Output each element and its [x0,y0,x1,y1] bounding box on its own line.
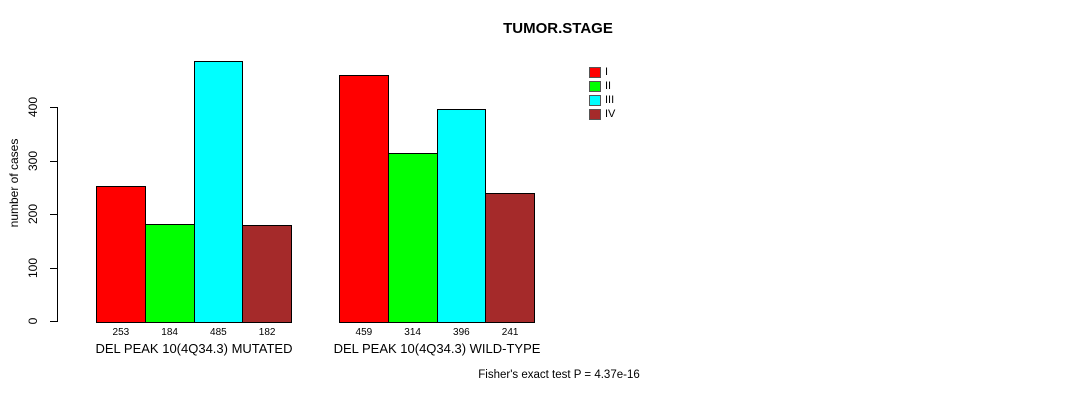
legend-label: II [605,79,612,92]
bar-III-group1 [193,61,244,323]
y-axis-tick-label: 300 [26,150,40,171]
legend-label: I [605,65,609,78]
bar-value-label: 184 [161,327,178,338]
group-label: DEL PEAK 10(4Q34.3) MUTATED [95,341,293,356]
legend-label: IV [605,108,616,121]
y-axis-tick-label: 0 [26,317,40,325]
bar-II-group1 [144,223,195,323]
legend-swatch-I [589,66,601,78]
y-axis-label: number of cases [7,138,21,228]
bar-value-label: 459 [355,327,373,338]
bar-value-label: 396 [453,327,470,338]
legend-item-I: I [589,65,609,78]
legend-label: III [605,94,615,107]
y-axis-line [57,107,58,322]
bar-IV-group2 [485,192,535,323]
legend-item-IV: IV [589,108,616,121]
y-axis-tick [50,214,57,215]
y-axis-tick-label: 100 [26,257,40,278]
y-axis-tick-label: 200 [26,203,40,225]
legend-item-III: III [589,94,615,107]
bar-III-group2 [436,109,487,323]
bar-value-label: 241 [501,327,519,338]
y-axis-tick [50,107,57,108]
bar-value-label: 253 [112,327,130,338]
group-label: DEL PEAK 10(4Q34.3) WILD-TYPE [333,341,541,356]
bar-II-group2 [387,153,438,323]
chart-title: TUMOR.STAGE [503,20,613,37]
bar-value-label: 182 [258,327,276,338]
y-axis-tick [50,321,57,322]
y-axis-tick [50,267,57,269]
bar-value-label: 485 [210,327,227,338]
legend-swatch-II [589,80,601,92]
y-axis-tick-label: 400 [26,96,40,118]
y-axis-tick [50,160,57,162]
legend-swatch-IV [589,109,601,121]
bar-I-group2 [339,75,389,323]
bar-IV-group1 [242,224,292,323]
bar-value-label: 314 [404,327,421,338]
legend-swatch-III [589,95,601,107]
legend-item-II: II [589,79,612,92]
fisher-test-annotation: Fisher's exact test P = 4.37e-16 [478,369,640,381]
bar-I-group1 [96,186,146,323]
